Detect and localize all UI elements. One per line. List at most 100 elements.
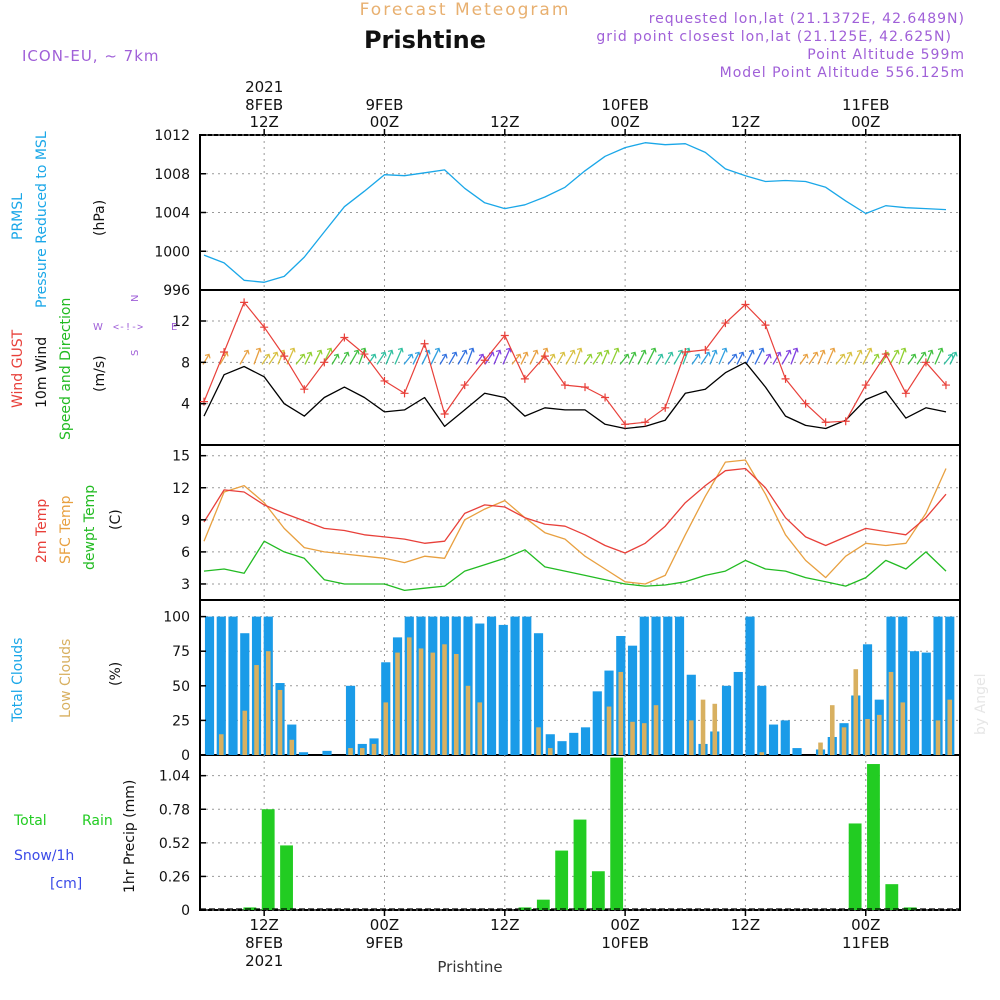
- low-cloud-bar: [888, 671, 894, 755]
- low-cloud-bar: [383, 702, 389, 755]
- wind-barb-head: [326, 347, 333, 353]
- total-cloud-bar: [745, 616, 755, 755]
- gust-line-marker: [320, 358, 329, 367]
- wind-barb: [610, 348, 619, 365]
- wind-barb: [601, 350, 609, 365]
- precip-bar: [867, 764, 880, 910]
- wind-barb: [574, 348, 582, 365]
- top-date-label: 8FEB: [245, 96, 283, 114]
- wind-barb: [862, 348, 872, 365]
- wind-barb: [808, 352, 818, 365]
- precip-bar: [536, 899, 550, 910]
- top-year-label: 2021: [245, 78, 283, 96]
- total-cloud-bar: [345, 685, 356, 755]
- wind-barb-head: [657, 353, 664, 359]
- total-cloud-bar: [475, 623, 485, 755]
- wind-barb: [349, 350, 359, 365]
- total-cloud-bar: [909, 651, 920, 755]
- wind-barb-head: [873, 353, 880, 359]
- wind-barb: [700, 352, 710, 365]
- total-cloud-bar: [322, 750, 332, 755]
- gust-line-marker: [280, 352, 289, 361]
- wind-barb-head: [910, 353, 917, 359]
- wind-barb: [709, 350, 717, 365]
- top-hour-label: 00Z: [851, 113, 880, 131]
- wind-barb-head: [353, 349, 360, 355]
- wind-barb: [853, 350, 862, 365]
- wind-barb-head: [333, 353, 340, 359]
- wind-barb-head: [243, 349, 250, 355]
- wind-barb: [520, 352, 528, 365]
- wind-barb-head: [451, 351, 458, 357]
- wind-barb-head: [731, 353, 738, 359]
- precip-bar: [610, 757, 624, 910]
- wind-barb-head: [711, 349, 718, 355]
- temp-unit: (C): [108, 509, 124, 530]
- total-cloud-bar: [721, 685, 732, 755]
- wind-barb: [907, 354, 916, 365]
- top-date-label: 11FEB: [842, 96, 889, 114]
- gust-line-marker: [240, 298, 249, 307]
- total-cloud-bar: [627, 645, 638, 755]
- wind-barb: [781, 350, 791, 365]
- gust-line-marker: [380, 376, 389, 385]
- wind-barb-head: [765, 353, 772, 359]
- wind-barb: [646, 348, 656, 365]
- wind-barb: [466, 348, 474, 365]
- wind-barb-head: [542, 347, 549, 353]
- wind-barb: [826, 348, 835, 365]
- wind-title-1: Wind GUST: [10, 329, 26, 408]
- low-cloud-bar: [453, 653, 459, 755]
- wind-barb-head: [785, 349, 792, 355]
- temp-ytick-label: 3: [181, 577, 190, 593]
- wind-barb-head: [264, 353, 271, 359]
- wind-barb: [268, 352, 278, 365]
- gust-line-marker: [761, 321, 770, 330]
- wind-barb: [493, 350, 501, 365]
- wind-title-2: 10m Wind: [34, 337, 50, 408]
- wind-barb: [637, 350, 646, 365]
- wind-barb: [949, 352, 957, 365]
- low-cloud-bar: [265, 651, 271, 755]
- low-cloud-bar: [359, 748, 365, 755]
- pressure-line: [203, 142, 947, 283]
- precip-unit: 1hr Precip (mm): [122, 780, 138, 893]
- wind-barb-head: [515, 353, 522, 359]
- gust-line-marker: [520, 374, 529, 383]
- wind-barb: [655, 354, 663, 365]
- precip-bar: [885, 884, 899, 910]
- wind-barb-head: [461, 349, 468, 355]
- low-cloud-bar: [829, 705, 835, 755]
- precip-bar: [555, 850, 569, 910]
- 2m-temp-line: [203, 467, 947, 554]
- wind-barb-head: [434, 347, 441, 353]
- wind-barb: [367, 354, 376, 365]
- gust-line-marker: [601, 393, 610, 402]
- temp-ytick-label: 12: [172, 481, 190, 497]
- gust-line-marker: [360, 350, 369, 359]
- low-cloud-bar: [430, 652, 436, 755]
- total-cloud-bar: [651, 616, 661, 755]
- low-cloud-bar: [218, 734, 224, 755]
- low-cloud-bar: [348, 748, 353, 755]
- cloud-ytick-label: 75: [172, 644, 190, 660]
- wind-barb-head: [775, 351, 782, 357]
- wind-barb: [295, 353, 305, 365]
- wind-barb: [763, 354, 771, 365]
- low-cloud-bar: [277, 689, 283, 755]
- wind-barb: [556, 352, 565, 365]
- wind-barb-head: [407, 353, 414, 359]
- gust-line-marker: [881, 350, 890, 359]
- wind-barb: [239, 350, 249, 365]
- temp-ytick-label: 6: [181, 545, 190, 561]
- gust-line-marker: [861, 381, 870, 390]
- compass-east: E: [171, 322, 177, 333]
- total-cloud-bar: [639, 616, 649, 755]
- low-cloud-bar: [442, 644, 447, 755]
- low-cloud-bar: [712, 703, 718, 755]
- gust-line-marker: [440, 410, 449, 418]
- wind-barb-head: [738, 351, 745, 357]
- wind-barb: [448, 352, 457, 365]
- wind-barb: [421, 350, 430, 365]
